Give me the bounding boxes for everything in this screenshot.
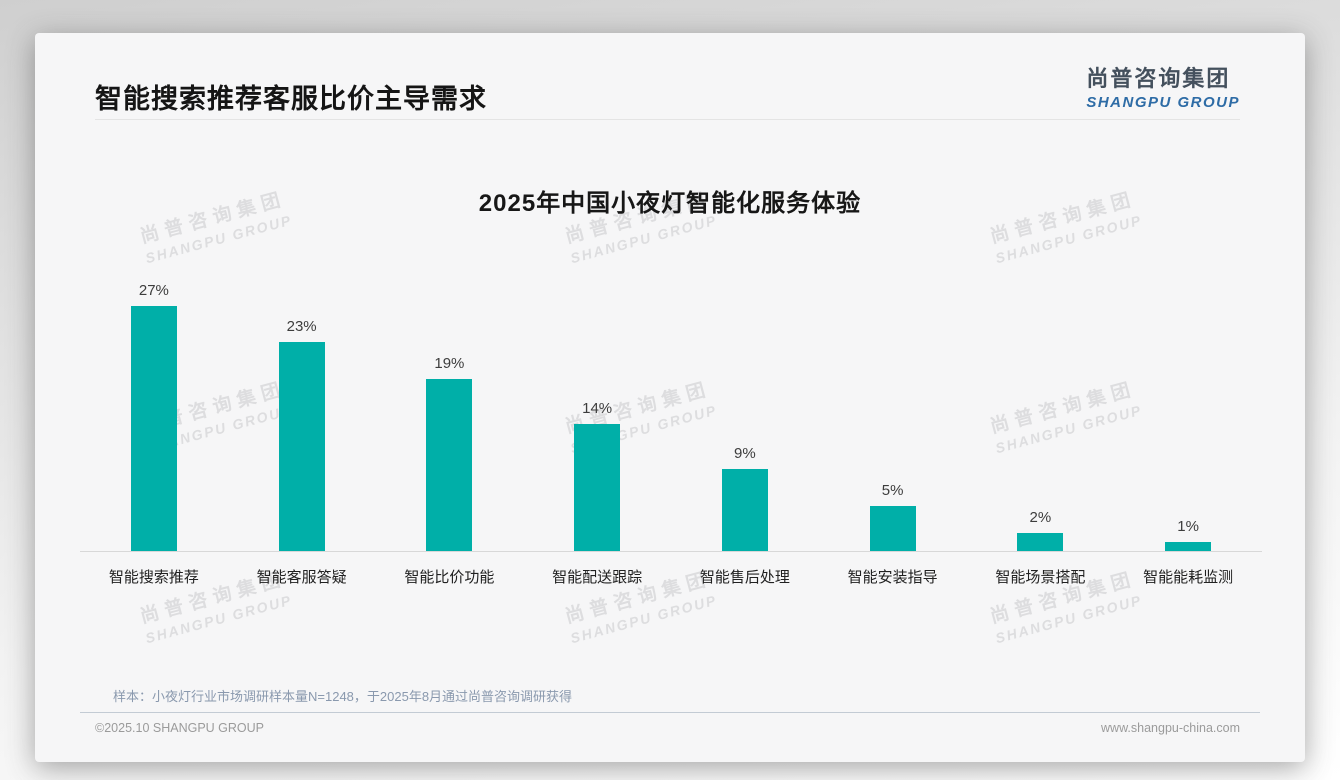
bar [278,342,325,551]
bar-group: 27% 智能搜索推荐 [80,252,228,586]
company-logo: 尚普咨询集团 SHANGPU GROUP [1086,61,1240,111]
bar-value-label: 9% [734,445,756,463]
bar-group: 2% 智能场景搭配 [967,252,1115,586]
category-label: 智能能耗监测 [1143,569,1234,586]
bar-value-label: 27% [138,282,169,299]
bar-group: 9% 智能售后处理 [671,252,819,586]
logo-english-name: SHANGPU GROUP [1086,94,1240,111]
bar [574,423,621,551]
slide-card: 尚普咨询集团 SHANGPU GROUP 尚普咨询集团 SHANGPU GROUP 尚普… [35,33,1305,762]
bar-group: 19% 智能比价功能 [376,252,524,586]
bar-value-label: 19% [434,354,465,372]
bar-group: 5% 智能安装指导 [819,252,967,586]
bar [1165,541,1212,551]
category-label: 智能安装指导 [847,569,938,586]
bar-group: 14% 智能配送跟踪 [523,252,671,586]
watermark-english: SHANGPU GROUP [568,591,719,647]
bar-value-label: 5% [881,481,904,499]
website-url: www.shangpu-china.com [1101,721,1240,735]
bar [1017,532,1064,551]
category-label: 智能场景搭配 [995,569,1086,586]
category-label: 智能售后处理 [699,569,790,586]
category-label: 智能配送跟踪 [552,569,643,586]
bar [426,378,473,551]
bar [130,306,177,551]
category-label: 智能客服答疑 [256,569,347,586]
bar-group: 1% 智能能耗监测 [1114,252,1262,586]
bar [721,469,768,551]
header-divider [95,119,1240,120]
chart-title: 2025年中国小夜灯智能化服务体验 [478,190,862,217]
logo-chinese-name: 尚普咨询集团 [1086,66,1231,91]
watermark-english: SHANGPU GROUP [993,591,1144,647]
page-title: 智能搜索推荐客服比价主导需求 [95,84,487,114]
bar-group: 23% 智能客服答疑 [228,252,376,586]
bar [869,505,916,551]
bar-value-label: 23% [286,318,317,336]
sample-footnote: 样本：小夜灯行业市场调研样本量N=1248，于2025年8月通过尚普咨询调研获得 [113,689,573,704]
bar-chart-plot: 27% 智能搜索推荐 23% 智能客服答疑 19% 智能比价功能 14% 智能配送跟踪 9% 智能… [80,252,1262,586]
bar-value-label: 14% [582,399,613,417]
bar-value-label: 1% [1177,517,1199,535]
category-label: 智能比价功能 [404,569,495,586]
category-label: 智能搜索推荐 [108,569,199,586]
bar-value-label: 2% [1029,508,1052,526]
watermark-english: SHANGPU GROUP [143,591,294,647]
copyright-text: ©2025.10 SHANGPU GROUP [95,721,264,735]
footer-divider [80,712,1260,713]
